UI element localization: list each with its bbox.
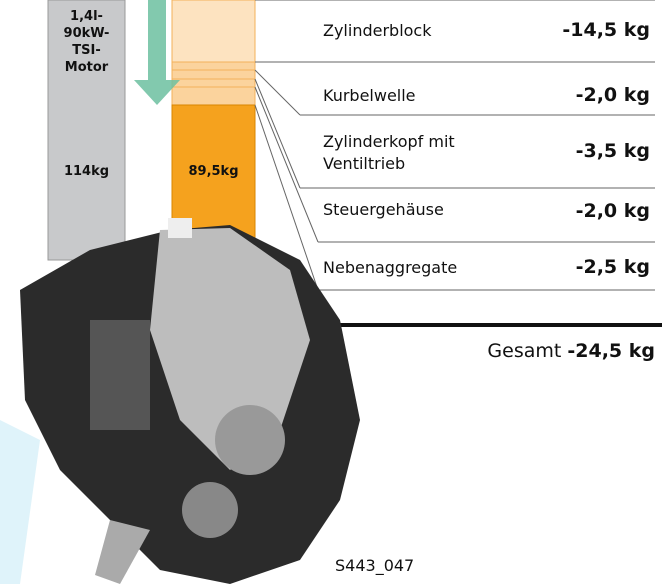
saving-segment: [171, 0, 256, 63]
engine-label-line: 1,4l-: [70, 9, 103, 24]
arrow: [134, 0, 180, 105]
part-label: Zylinderblock: [323, 21, 432, 40]
total: Gesamt -24,5 kg: [420, 340, 655, 362]
part-label: Zylinderkopf mit Ventiltrieb: [323, 132, 455, 173]
engine-image: [20, 218, 360, 584]
engine-label-line: TSI-: [72, 43, 101, 58]
connectors: [254, 0, 655, 291]
saving-segment: [171, 86, 256, 106]
part-label: Steuergehäuse: [323, 200, 444, 219]
original-weight: 114kg: [63, 164, 110, 179]
part-value: -2,0 kg: [575, 84, 650, 106]
part-value: -3,5 kg: [575, 140, 650, 162]
figure-id: S443_047: [335, 556, 415, 575]
engine-label: 1,4l- 90kW- TSI- Motor: [48, 8, 125, 76]
saving-segment: [171, 61, 256, 71]
new-weight: 89,5kg: [188, 164, 239, 179]
part-label: Kurbelwelle: [323, 86, 416, 105]
total-value: -24,5 kg: [567, 340, 655, 362]
background-shape: [0, 420, 40, 584]
engine-label-line: 90kW-: [63, 26, 110, 41]
part-label: Nebenaggregate: [323, 258, 458, 277]
engine-label-line: Motor: [64, 60, 109, 75]
part-value: -14,5 kg: [562, 19, 650, 41]
part-value: -2,5 kg: [575, 256, 650, 278]
saving-segment: [171, 69, 256, 80]
total-label: Gesamt: [487, 340, 562, 362]
part-value: -2,0 kg: [575, 200, 650, 222]
saving-segment: [171, 78, 256, 88]
